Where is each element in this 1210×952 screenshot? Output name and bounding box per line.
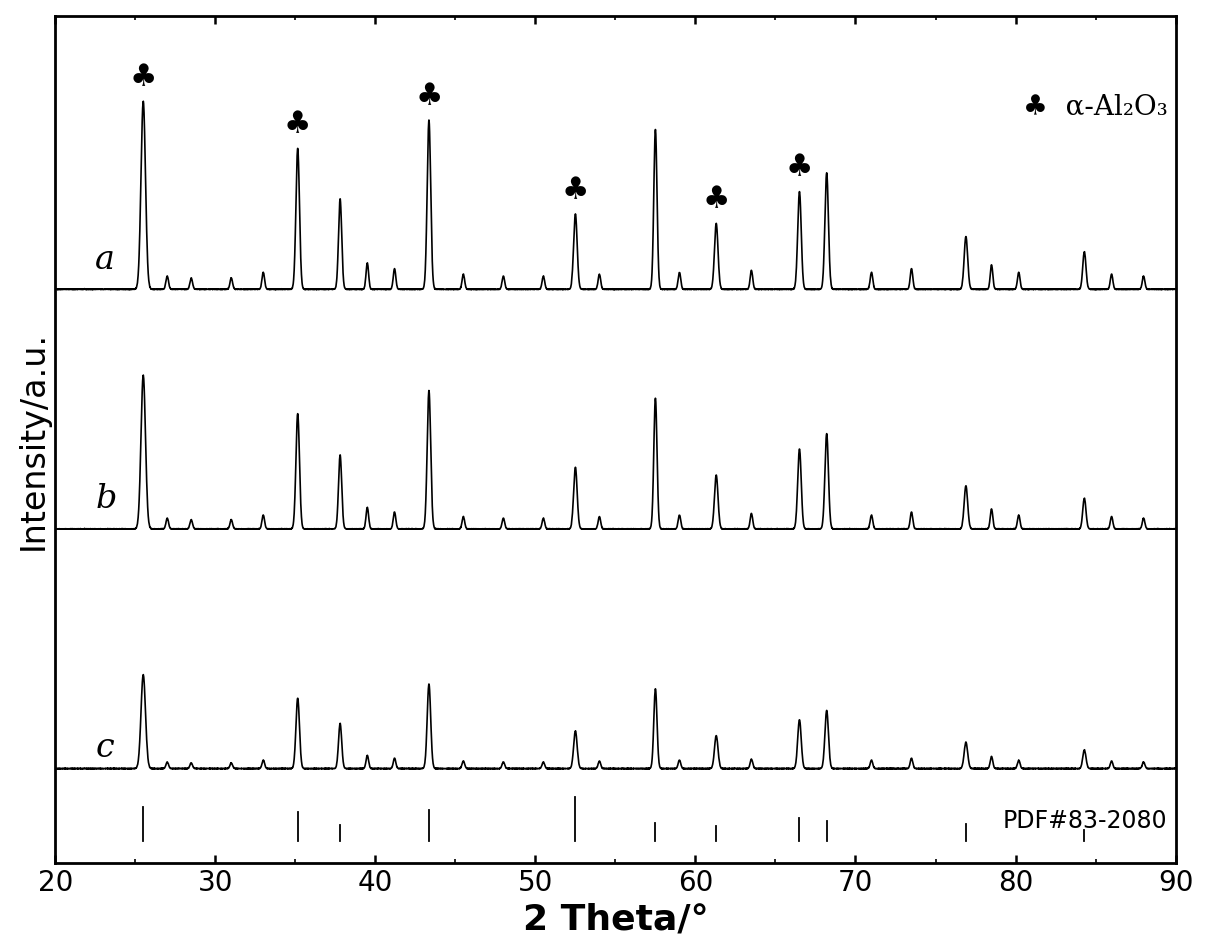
Text: ♣: ♣ [785,153,813,182]
Y-axis label: Intensity/a.u.: Intensity/a.u. [17,330,50,549]
Text: ♣: ♣ [284,110,311,139]
X-axis label: 2 Theta/°: 2 Theta/° [523,902,708,936]
Text: ♣: ♣ [561,175,589,205]
Text: ♣: ♣ [129,63,157,92]
Text: ♣  α-Al₂O₃: ♣ α-Al₂O₃ [1022,93,1168,121]
Text: c: c [96,731,114,763]
Text: ♣: ♣ [703,185,730,214]
Text: PDF#83-2080: PDF#83-2080 [1003,808,1168,832]
Text: b: b [96,483,116,515]
Text: ♣: ♣ [415,82,443,110]
Text: a: a [96,244,115,275]
